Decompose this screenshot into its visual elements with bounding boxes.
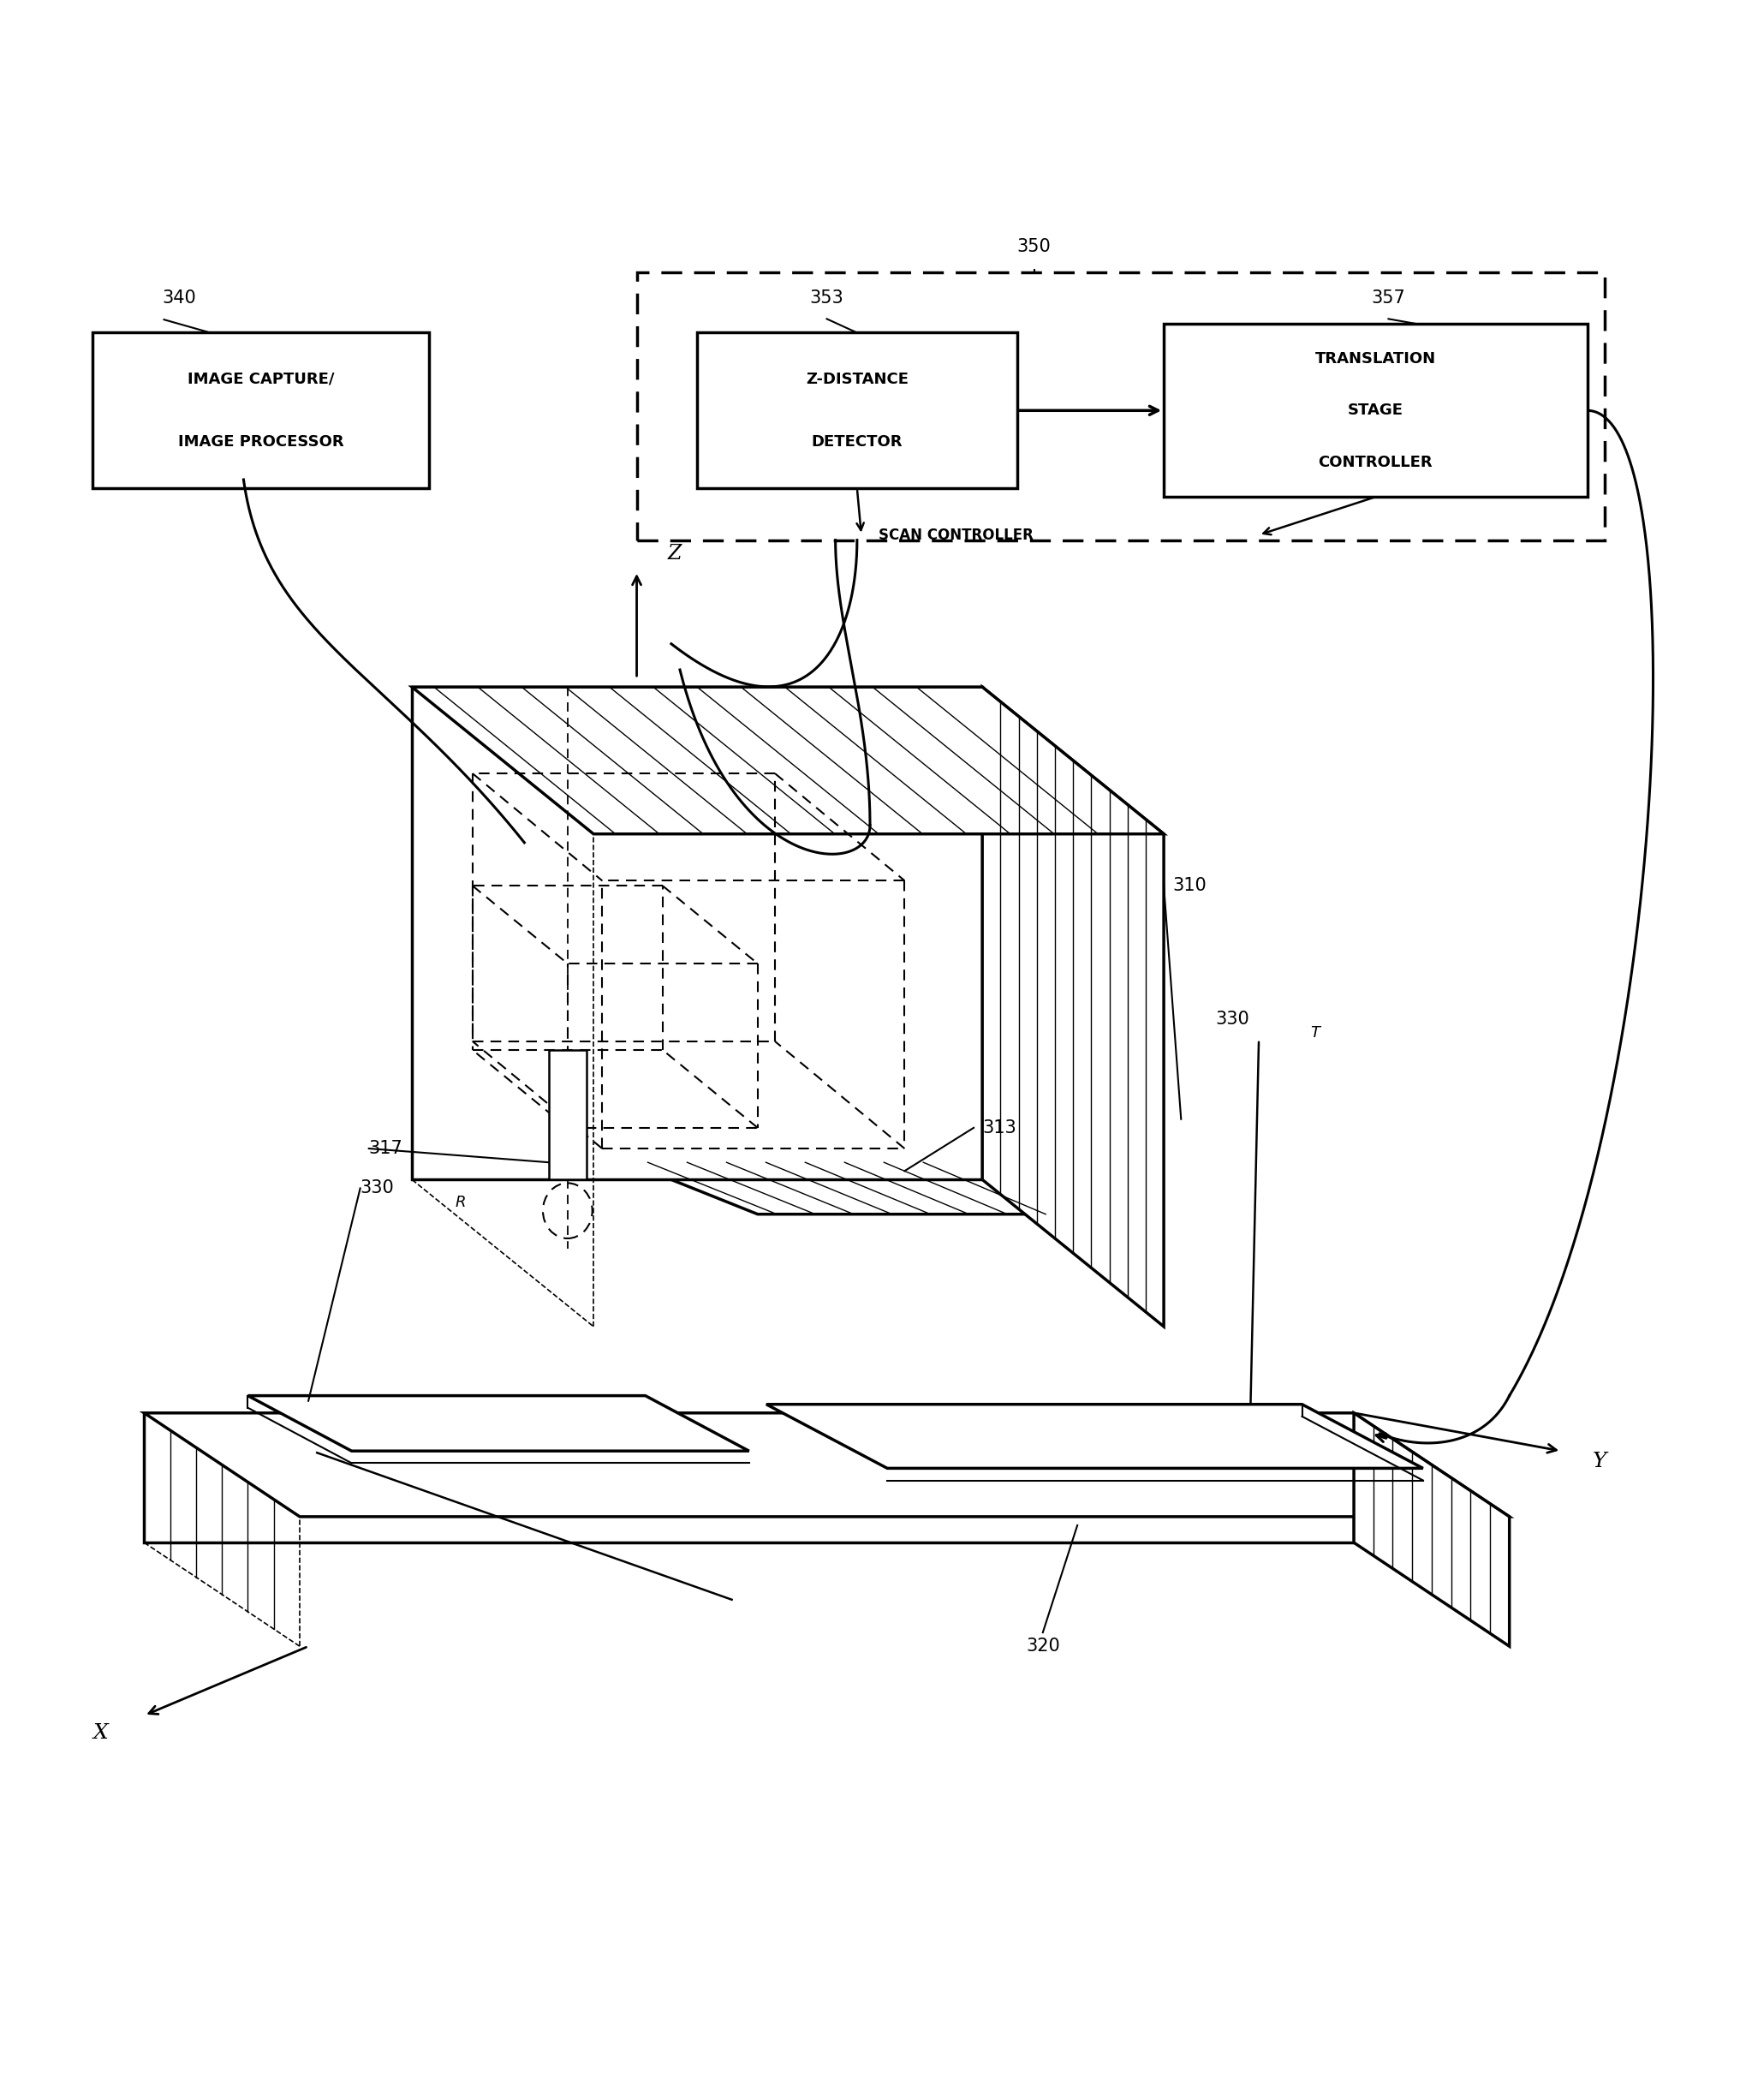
Text: 353: 353 xyxy=(809,290,844,307)
Text: 340: 340 xyxy=(162,290,197,307)
Text: Z-DISTANCE: Z-DISTANCE xyxy=(806,372,908,386)
Bar xyxy=(1164,323,1587,498)
Text: IMAGE PROCESSOR: IMAGE PROCESSOR xyxy=(177,435,345,449)
Polygon shape xyxy=(983,687,1164,1327)
Text: DETECTOR: DETECTOR xyxy=(811,435,903,449)
Bar xyxy=(548,1050,586,1180)
Polygon shape xyxy=(628,1161,1103,1214)
Text: IMAGE CAPTURE/: IMAGE CAPTURE/ xyxy=(188,372,334,386)
Text: Y: Y xyxy=(1592,1451,1606,1472)
Text: 320: 320 xyxy=(1027,1638,1060,1655)
Text: R: R xyxy=(456,1195,466,1210)
Text: 357: 357 xyxy=(1371,290,1406,307)
Text: 310: 310 xyxy=(1173,878,1206,895)
Text: TRANSLATION: TRANSLATION xyxy=(1315,351,1436,365)
Text: 350: 350 xyxy=(1018,237,1051,254)
Text: X: X xyxy=(94,1722,108,1743)
Polygon shape xyxy=(144,1413,1354,1544)
Polygon shape xyxy=(144,1413,1509,1516)
Bar xyxy=(92,332,430,489)
Bar xyxy=(698,332,1016,489)
Text: Z: Z xyxy=(668,544,682,563)
Text: SCAN CONTROLLER: SCAN CONTROLLER xyxy=(879,527,1034,542)
Polygon shape xyxy=(412,687,983,1180)
Polygon shape xyxy=(247,1397,748,1451)
Text: 317: 317 xyxy=(369,1140,404,1157)
Text: CONTROLLER: CONTROLLER xyxy=(1319,454,1432,470)
Text: 313: 313 xyxy=(983,1119,1016,1136)
Text: STAGE: STAGE xyxy=(1348,403,1402,418)
Text: T: T xyxy=(1310,1025,1321,1040)
Bar xyxy=(637,273,1604,540)
Polygon shape xyxy=(766,1405,1423,1468)
Text: 330: 330 xyxy=(1216,1010,1249,1027)
Polygon shape xyxy=(1354,1413,1509,1646)
Text: 330: 330 xyxy=(360,1180,395,1197)
Ellipse shape xyxy=(543,1182,592,1239)
Polygon shape xyxy=(412,687,1164,834)
